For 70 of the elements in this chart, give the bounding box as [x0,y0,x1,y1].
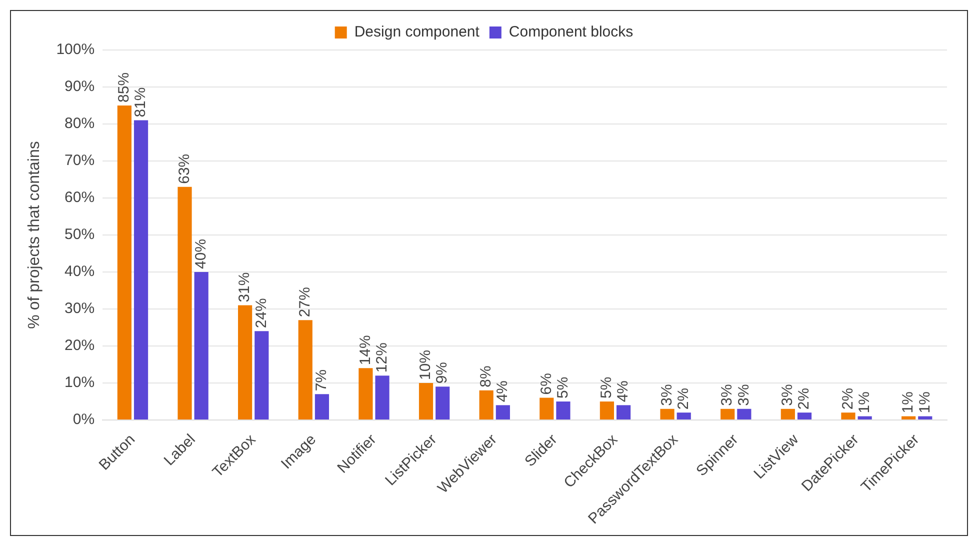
bar [918,416,932,420]
data-label: 85% [116,72,133,102]
bar [496,405,510,420]
y-tick-label: 100% [56,41,95,58]
y-tick-label: 90% [64,78,95,96]
bar [117,105,132,420]
bar [616,405,631,420]
data-label: 2% [839,388,856,410]
bar [540,398,554,420]
bar [858,416,872,420]
bar [314,394,330,420]
bar [254,331,269,420]
bar [194,272,208,420]
bar [479,390,494,420]
bar [720,408,735,420]
data-label: 4% [614,380,632,402]
bar [660,408,674,420]
data-label: 2% [796,388,813,410]
data-label: 6% [538,373,555,395]
data-label: 40% [192,238,210,269]
data-label: 10% [417,350,434,380]
data-label: 12% [373,342,390,373]
y-tick-label: 50% [64,226,95,244]
y-tick-label: 80% [64,115,95,132]
y-tick-label: 10% [64,374,95,392]
y-tick-label: 20% [64,337,95,354]
bar [797,412,812,420]
data-label: 31% [236,272,254,302]
data-label: 3% [779,384,796,406]
bar [780,408,795,420]
data-label: 1% [916,392,934,414]
y-tick-label: 70% [64,152,95,170]
data-label: 1% [856,392,873,414]
bar [298,320,312,420]
y-tick-label: 40% [64,263,95,280]
y-tick-label: 30% [64,300,95,318]
bar [841,412,856,420]
bar [375,376,390,420]
y-tick-label: 0% [72,411,95,428]
data-label: 3% [735,384,752,406]
data-label: 8% [477,366,494,388]
data-label: 27% [296,287,314,318]
bar [178,186,192,420]
data-label: 9% [434,362,451,384]
bar [676,412,691,420]
data-label: 24% [252,298,270,328]
bar [358,368,373,420]
data-label: 1% [900,392,917,414]
bar [737,408,752,420]
bar [238,305,252,420]
data-label: 63% [176,154,193,184]
data-label: 3% [718,384,736,406]
bar [436,386,450,420]
data-label: 5% [554,376,572,398]
data-label: 4% [494,380,512,402]
bar [600,401,614,420]
bar [902,416,916,420]
legend-label: Design component [354,24,480,41]
bar [134,120,148,420]
data-label: 3% [658,384,676,406]
data-label: 5% [598,376,616,398]
data-label: 14% [356,335,374,366]
data-label: 7% [313,369,330,392]
bar [556,401,570,420]
legend-label: Component blocks [508,24,634,41]
bar [418,382,434,420]
y-tick-label: 60% [64,189,95,206]
data-label: 2% [675,388,692,410]
y-axis-title: % of projects that contains [26,141,44,329]
data-label: 81% [132,87,150,118]
